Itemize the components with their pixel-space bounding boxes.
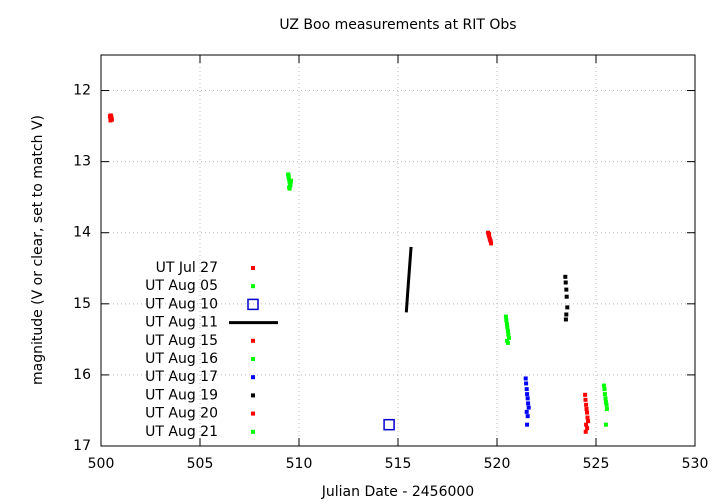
data-point — [487, 234, 492, 239]
data-point — [524, 409, 529, 414]
legend-label: UT Aug 21 — [145, 424, 218, 440]
data-point — [287, 186, 292, 191]
data-point — [504, 338, 509, 343]
data-point — [524, 387, 529, 392]
data-point — [584, 422, 589, 427]
y-tick-label: 15 — [73, 296, 91, 312]
data-point — [505, 328, 510, 333]
data-point — [288, 183, 293, 188]
data-point — [584, 407, 589, 412]
data-point — [564, 294, 569, 299]
x-tick-label: 520 — [484, 456, 511, 472]
data-point — [583, 429, 588, 434]
x-tick-label: 525 — [583, 456, 610, 472]
legend-label: UT Jul 27 — [156, 260, 218, 276]
data-point — [584, 402, 589, 407]
y-tick-label: 12 — [73, 83, 91, 99]
data-point — [585, 426, 590, 431]
y-tick-label: 14 — [73, 225, 91, 241]
data-point — [526, 401, 531, 406]
data-point — [524, 381, 529, 386]
legend-label: UT Aug 15 — [145, 333, 218, 349]
data-point — [586, 419, 591, 424]
x-axis-label: Julian Date - 2456000 — [321, 484, 474, 500]
data-point — [108, 113, 113, 118]
data-point — [525, 392, 530, 397]
data-point — [383, 418, 395, 431]
x-tick-label: 500 — [88, 456, 115, 472]
x-tick-label: 530 — [682, 456, 709, 472]
data-point — [525, 396, 530, 401]
data-point — [286, 173, 291, 178]
y-axis-label: magnitude (V or clear, set to match V) — [30, 115, 46, 385]
legend-swatch — [251, 429, 255, 434]
data-point — [604, 402, 609, 407]
data-point — [506, 332, 511, 337]
data-point — [487, 232, 492, 237]
data-point — [563, 317, 568, 322]
legend-label: UT Aug 16 — [145, 351, 218, 367]
data-point — [563, 274, 568, 279]
data-point — [602, 387, 607, 392]
data-point — [506, 335, 511, 340]
data-point — [601, 383, 606, 388]
data-point — [489, 241, 494, 246]
plot-frame — [100, 54, 696, 447]
legend-label: UT Aug 05 — [145, 278, 218, 294]
legend-swatch — [251, 393, 255, 398]
data-point — [525, 414, 530, 419]
legend-label: UT Aug 11 — [145, 315, 218, 331]
data-point — [565, 305, 570, 310]
legend-label: UT Aug 20 — [145, 406, 218, 422]
legend-swatch — [251, 411, 255, 416]
y-tick-label: 13 — [73, 154, 91, 170]
data-point — [563, 280, 568, 285]
data-point — [603, 396, 608, 401]
data-point — [583, 397, 588, 402]
data-point — [505, 340, 510, 345]
data-point — [525, 422, 530, 427]
legend-swatch — [251, 338, 255, 343]
chart-title: UZ Boo measurements at RIT Obs — [279, 17, 516, 33]
data-point — [523, 376, 528, 381]
data-point — [604, 407, 609, 412]
data-point — [505, 325, 510, 330]
data-point — [288, 180, 293, 185]
data-point — [583, 392, 588, 397]
data-point — [585, 415, 590, 420]
data-point — [585, 410, 590, 415]
legend-swatch — [251, 357, 255, 361]
legend-swatch — [247, 298, 259, 311]
data-point — [564, 287, 569, 292]
legend-swatch — [251, 284, 255, 289]
data-point — [564, 312, 569, 317]
data-line — [404, 246, 413, 313]
x-tick-label: 515 — [385, 456, 412, 472]
data-point — [504, 318, 509, 323]
x-tick-label: 510 — [286, 456, 313, 472]
data-point — [603, 422, 608, 427]
legend-swatch — [251, 266, 255, 270]
y-tick-label: 17 — [73, 438, 91, 454]
legend-swatch — [251, 375, 255, 380]
data-point — [603, 399, 608, 404]
data-point — [109, 116, 114, 121]
y-tick-label: 16 — [73, 367, 91, 383]
legend-label: UT Aug 10 — [145, 296, 218, 312]
data-point — [488, 239, 493, 244]
data-point — [503, 314, 508, 319]
x-tick-label: 505 — [187, 456, 214, 472]
data-point — [526, 405, 531, 410]
data-point — [289, 178, 294, 183]
legend-label: UT Aug 19 — [145, 387, 218, 403]
data-point — [602, 392, 607, 397]
legend-label: UT Aug 17 — [145, 369, 218, 385]
data-point — [108, 118, 113, 123]
data-point — [504, 321, 509, 326]
